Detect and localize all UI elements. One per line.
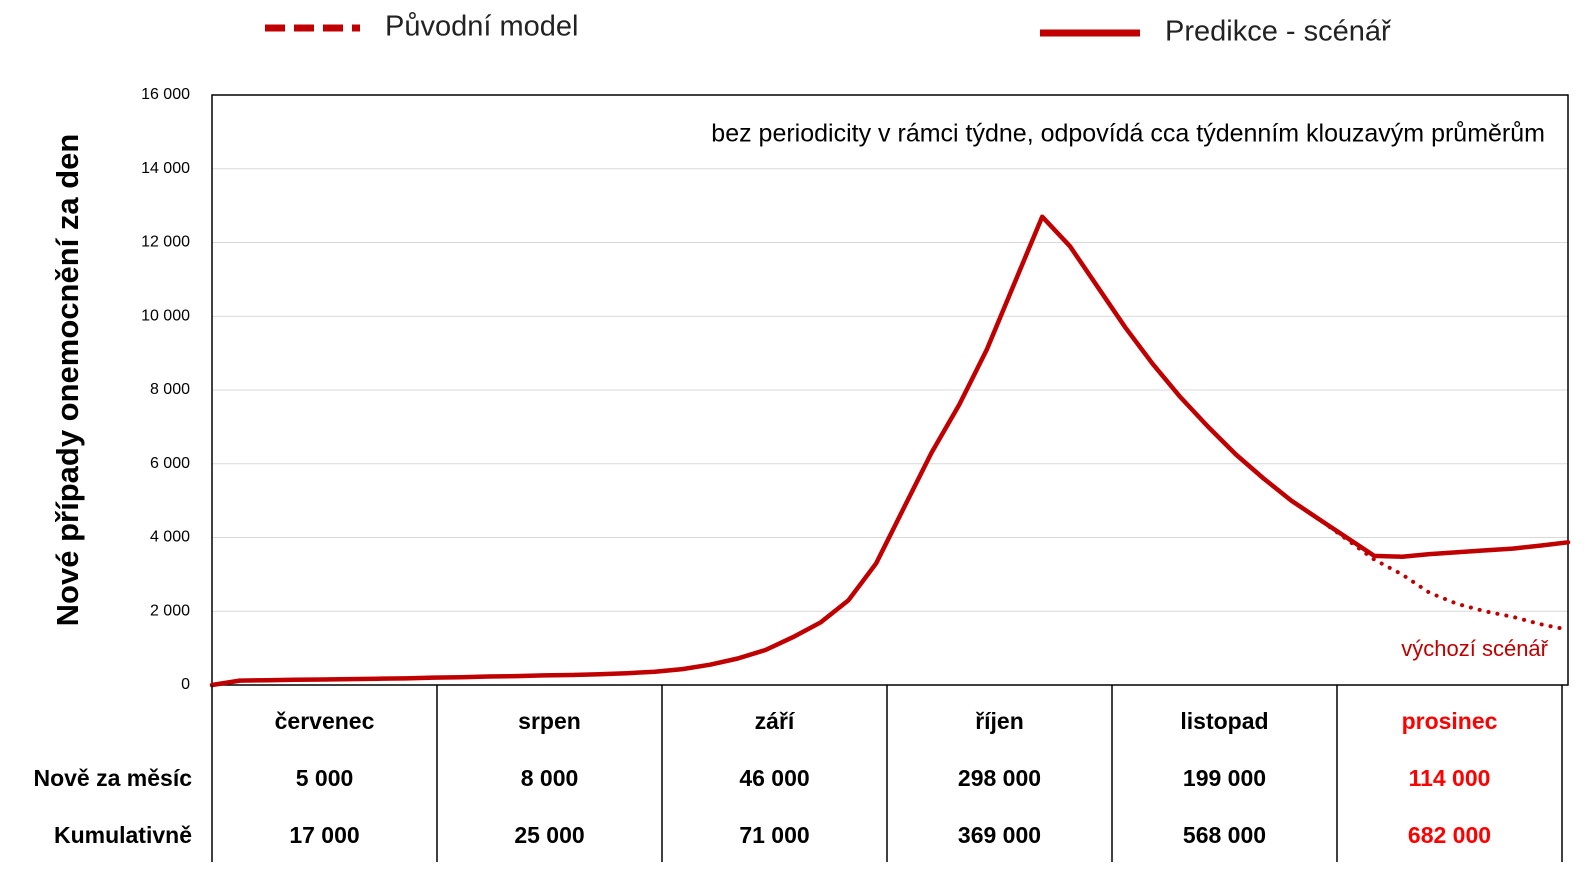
y-tick-label: 4 000 (150, 529, 190, 546)
legend-label: Predikce - scénář (1165, 16, 1392, 48)
series-line (210, 214, 1570, 687)
table-cell: 17 000 (289, 822, 359, 848)
y-axis-label: Nové případy onemocnění za den (50, 134, 85, 627)
series-line (209, 214, 1571, 688)
table-cell: 25 000 (514, 822, 584, 848)
row-label: Kumulativně (54, 822, 192, 848)
table-cell: 5 000 (296, 765, 354, 791)
table-cell: 46 000 (739, 765, 809, 791)
y-tick-label: 12 000 (141, 234, 190, 251)
legend-label: Původní model (385, 11, 578, 43)
plot-frame (211, 94, 1569, 686)
table-cell: 298 000 (958, 765, 1041, 791)
annotation: bez periodicity v rámci týdne, odpovídá … (711, 120, 1545, 148)
y-tick-label: 16 000 (141, 86, 190, 103)
y-tick-label: 6 000 (150, 455, 190, 472)
y-tick-label: 14 000 (141, 160, 190, 177)
table-header: srpen (518, 708, 581, 734)
table-header: říjen (975, 708, 1024, 734)
table-header: listopad (1180, 708, 1268, 734)
table-cell: 199 000 (1183, 765, 1266, 791)
table-cell: 8 000 (521, 765, 579, 791)
annotation: výchozí scénář (1401, 636, 1548, 661)
y-tick-label: 0 (181, 676, 190, 693)
table-header: září (755, 708, 796, 734)
table-header: prosinec (1402, 708, 1498, 734)
table-header: červenec (275, 708, 375, 734)
y-tick-label: 8 000 (150, 381, 190, 398)
table-cell: 369 000 (958, 822, 1041, 848)
y-tick-label: 10 000 (141, 307, 190, 324)
table-cell: 568 000 (1183, 822, 1266, 848)
table-cell: 114 000 (1409, 765, 1491, 791)
table-cell: 682 000 (1408, 822, 1491, 848)
y-tick-label: 2 000 (150, 602, 190, 619)
table-cell: 71 000 (739, 822, 809, 848)
row-label: Nově za měsíc (33, 765, 192, 791)
